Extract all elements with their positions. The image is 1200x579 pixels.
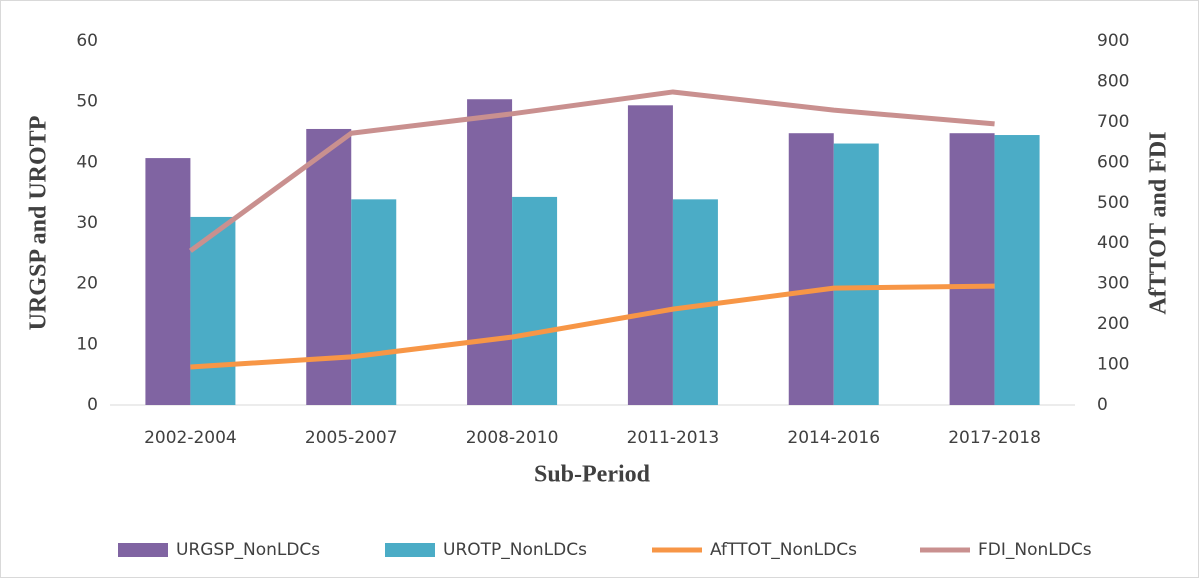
y2-tick-label: 700 (1097, 112, 1129, 132)
y-tick-label: 30 (76, 213, 98, 233)
x-tick-label: 2008-2010 (466, 428, 559, 448)
bar (512, 196, 558, 405)
x-axis-title: Sub-Period (534, 462, 651, 488)
y2-tick-label: 200 (1097, 314, 1129, 334)
x-tick-label: 2005-2007 (305, 428, 398, 448)
line (190, 283, 995, 370)
line (188, 89, 995, 253)
bar (833, 143, 879, 405)
y-tick-label: 10 (76, 334, 98, 354)
y-tick-label: 50 (76, 92, 98, 112)
bar (788, 133, 834, 406)
x-tick-label: 2011-2013 (627, 428, 720, 448)
legend-label: AfTTOT_NonLDCs (710, 540, 857, 560)
bar (994, 135, 1040, 406)
legend-label: URGSP_NonLDCs (176, 540, 320, 560)
y2-tick-label: 900 (1097, 31, 1129, 51)
bar (145, 158, 191, 405)
y-tick-label: 60 (76, 31, 98, 51)
y-tick-label: 40 (76, 152, 98, 172)
bar (627, 105, 673, 405)
bar (306, 128, 352, 405)
y-tick-label: 20 (76, 274, 98, 294)
y-axis-title: URGSP and UROTP (26, 116, 52, 331)
y-tick-label: 0 (87, 395, 98, 415)
y2-tick-label: 300 (1097, 274, 1129, 294)
bar (351, 199, 397, 405)
legend-label: FDI_NonLDCs (978, 540, 1092, 560)
x-tick-label: 2002-2004 (144, 428, 237, 448)
bar (949, 133, 995, 406)
y2-tick-label: 600 (1097, 152, 1129, 172)
x-tick-label: 2014-2016 (787, 428, 880, 448)
y2-tick-label: 400 (1097, 233, 1129, 253)
y2-axis-title: AfTTOT and FDI (1146, 131, 1172, 314)
legend-label: UROTP_NonLDCs (443, 540, 587, 560)
y2-tick-label: 100 (1097, 355, 1129, 375)
x-tick-label: 2017-2018 (948, 428, 1041, 448)
y2-tick-label: 500 (1097, 193, 1129, 213)
y2-tick-label: 0 (1097, 395, 1108, 415)
legend-swatch (118, 543, 168, 557)
bar (467, 99, 513, 406)
legend-swatch (385, 543, 435, 557)
y2-tick-label: 800 (1097, 71, 1129, 91)
